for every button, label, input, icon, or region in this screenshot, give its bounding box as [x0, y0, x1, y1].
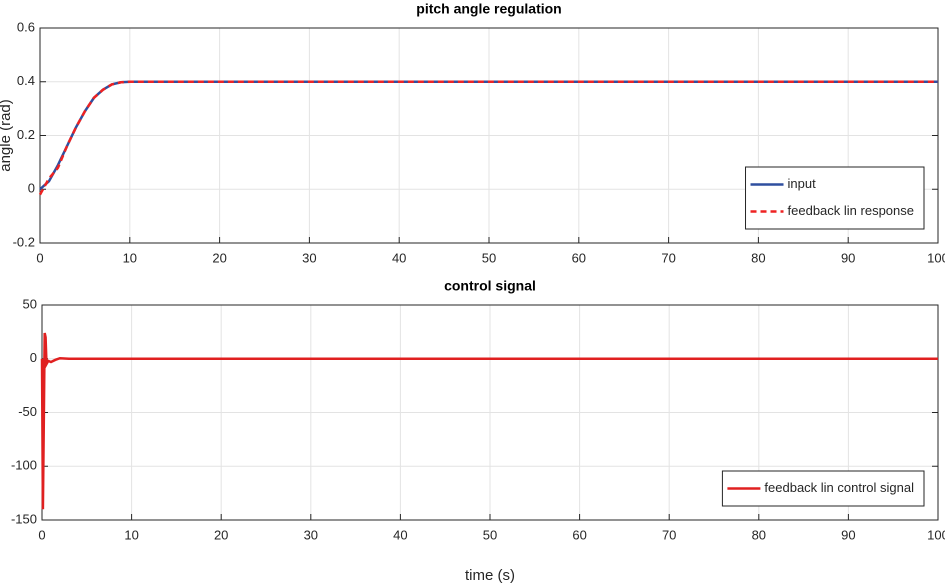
x-tick-label: 100: [927, 527, 945, 542]
y-tick-label: 0.6: [17, 19, 35, 34]
legend-box: [745, 166, 925, 230]
y-tick-label: 0.4: [17, 73, 35, 88]
x-tick-label: 40: [392, 250, 406, 265]
x-tick-label: 60: [572, 527, 586, 542]
y-tick-label: -150: [11, 511, 37, 526]
axes-frame: [39, 27, 939, 244]
x-tick-label: 60: [572, 250, 586, 265]
x-tick-label: 30: [304, 527, 318, 542]
data-line: [40, 332, 938, 510]
x-tick-label: 90: [841, 527, 855, 542]
x-tick-label: 40: [393, 527, 407, 542]
x-tick-label: 90: [841, 250, 855, 265]
legend-label: feedback lin response: [788, 203, 914, 218]
y-tick-label: 0: [30, 350, 37, 365]
x-tick-label: 10: [123, 250, 137, 265]
x-tick-label: 0: [36, 250, 43, 265]
x-tick-label: 20: [212, 250, 226, 265]
x-tick-label: 50: [482, 250, 496, 265]
chart-title: pitch angle regulation: [416, 1, 561, 17]
y-tick-label: -100: [11, 458, 37, 473]
legend-label: feedback lin control signal: [764, 480, 914, 495]
legend: input feedback lin response: [745, 166, 925, 230]
y-tick-label: 0.2: [17, 127, 35, 142]
x-tick-label: 30: [302, 250, 316, 265]
y-axis-label: angle (rad): [0, 99, 14, 172]
legend-label: input: [788, 176, 817, 191]
x-axis-label: time (s): [465, 567, 515, 584]
legend: feedback lin control signal: [721, 470, 925, 507]
x-tick-label: 50: [483, 527, 497, 542]
y-tick-label: -0.2: [13, 234, 35, 249]
chart-title: control signal: [444, 278, 536, 294]
data-line: [38, 80, 938, 196]
x-tick-label: 20: [214, 527, 228, 542]
x-tick-label: 100: [927, 250, 945, 265]
x-tick-label: 70: [661, 250, 675, 265]
y-tick-label: 50: [23, 296, 37, 311]
x-tick-label: 70: [662, 527, 676, 542]
y-tick-label: 0: [28, 181, 35, 196]
x-tick-label: 80: [752, 527, 766, 542]
y-tick-label: -50: [18, 404, 37, 419]
x-tick-label: 80: [751, 250, 765, 265]
x-tick-label: 10: [124, 527, 138, 542]
x-tick-label: 0: [38, 527, 45, 542]
